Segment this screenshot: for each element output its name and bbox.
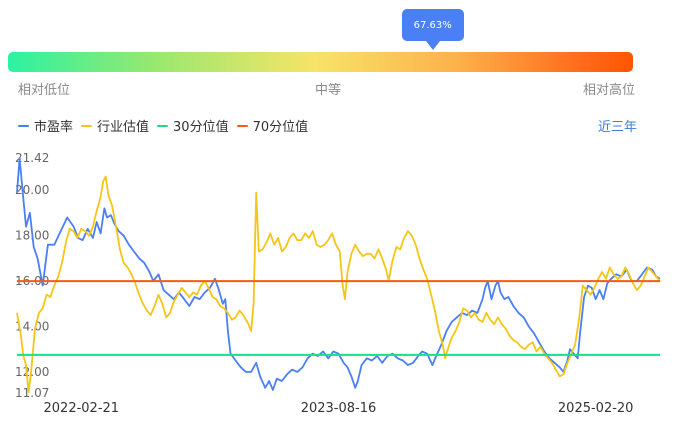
y-tick-label: 14.00 xyxy=(15,319,49,333)
percentile-gauge-bar xyxy=(8,52,633,72)
percentile-tooltip: 67.63% xyxy=(401,9,464,50)
legend-item-p70[interactable]: 70分位值 xyxy=(236,116,309,135)
percentile-value: 67.63% xyxy=(413,19,452,31)
gauge-label-mid: 中等 xyxy=(315,83,342,98)
x-tick-label: 2023-08-16 xyxy=(301,401,377,416)
x-tick-label: 2025-02-20 xyxy=(558,401,634,416)
legend-item-pe[interactable]: 市盈率 xyxy=(18,116,73,135)
pe-line xyxy=(16,157,661,391)
legend-label-p30: 30分位值 xyxy=(173,120,229,135)
legend-label-p70: 70分位值 xyxy=(252,120,309,135)
y-tick-label: 11.07 xyxy=(15,386,49,400)
legend-swatch-p70 xyxy=(236,124,248,127)
y-tick-label: 12.00 xyxy=(15,365,49,379)
legend-swatch-pe xyxy=(18,124,29,127)
legend-label-pe: 市盈率 xyxy=(34,120,74,135)
legend-label-industry: 行业估值 xyxy=(97,120,150,135)
legend-swatch-p30 xyxy=(157,124,169,127)
legend-item-p30[interactable]: 30分位值 xyxy=(157,116,229,135)
y-tick-label: 21.42 xyxy=(15,151,49,165)
legend-item-industry[interactable]: 行业估值 xyxy=(81,116,149,135)
chart-legend: 市盈率 行业估值 30分位值 70分位值 xyxy=(18,116,316,135)
industry-line xyxy=(16,175,661,394)
period-selector[interactable]: 近三年 xyxy=(598,120,638,135)
legend-swatch-industry xyxy=(81,124,93,127)
y-tick-label: 20.00 xyxy=(15,183,49,197)
gauge-label-high: 相对高位 xyxy=(583,83,636,98)
x-tick-label: 2022-02-21 xyxy=(44,401,120,416)
gauge-label-low: 相对低位 xyxy=(18,83,71,98)
